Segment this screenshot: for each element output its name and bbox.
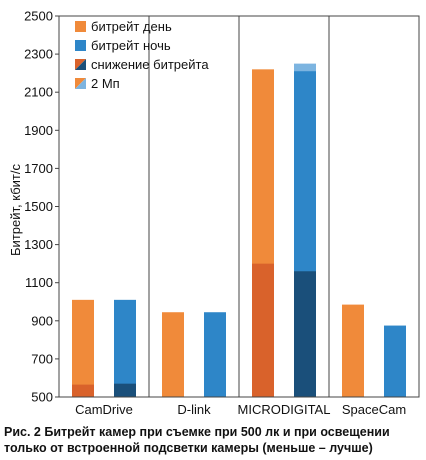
axes: [55, 15, 420, 398]
y-tick-label: 2300: [24, 47, 53, 62]
bar-night: [384, 325, 406, 397]
y-axis-title: Битрейт, кбит/с: [8, 164, 23, 256]
legend-label: 2 Мп: [91, 76, 120, 91]
bar-night: [114, 299, 136, 397]
legend-label: битрейт ночь: [91, 38, 171, 53]
legend-swatch-part: [75, 59, 86, 70]
y-tick-label: 2100: [24, 85, 53, 100]
figure-caption: Рис. 2 Битрейт камер при съемке при 500 …: [4, 425, 390, 455]
x-category-labels: CamDrive D-link MICRODIGITAL SpaceCam: [75, 402, 406, 417]
bar-night-reduction: [114, 383, 136, 397]
bar-day: [342, 304, 364, 397]
y-tick-label: 500: [31, 390, 53, 405]
bar-day: [72, 299, 94, 397]
bitrate-chart: 500 700 900 1100 1300 1500 1700 1900 2100 2300 250…: [8, 9, 420, 417]
bar-day-reduction: [252, 263, 274, 397]
bar-day-reduction: [72, 384, 94, 397]
legend-label: битрейт день: [91, 19, 172, 34]
x-category-label: D-link: [177, 402, 211, 417]
y-tick-label: 1700: [24, 161, 53, 176]
bar-night: [204, 312, 226, 397]
legend-label: снижение битрейта: [91, 57, 209, 72]
y-tick-label: 1300: [24, 237, 53, 252]
y-tick-label: 700: [31, 351, 53, 366]
y-tick-label: 1900: [24, 123, 53, 138]
y-tick-label: 900: [31, 313, 53, 328]
grid: [148, 16, 330, 397]
y-tick-labels: 500 700 900 1100 1300 1500 1700 1900 2100 2300 250…: [24, 9, 53, 405]
x-category-label: MICRODIGITAL: [238, 402, 331, 417]
legend-swatch: [75, 40, 86, 51]
y-tick-label: 2500: [24, 9, 53, 24]
y-tick-label: 1100: [25, 275, 53, 290]
legend-swatch-part: [75, 78, 86, 89]
x-category-label: CamDrive: [75, 402, 133, 417]
y-tick-label: 1500: [24, 199, 53, 214]
legend-swatch: [75, 21, 86, 32]
legend: битрейт день битрейт ночь снижение битрейт…: [75, 19, 209, 91]
x-category-label: SpaceCam: [342, 402, 406, 417]
bars: [72, 63, 406, 398]
bar-day: [162, 312, 184, 397]
bar-night-reduction: [294, 271, 316, 397]
